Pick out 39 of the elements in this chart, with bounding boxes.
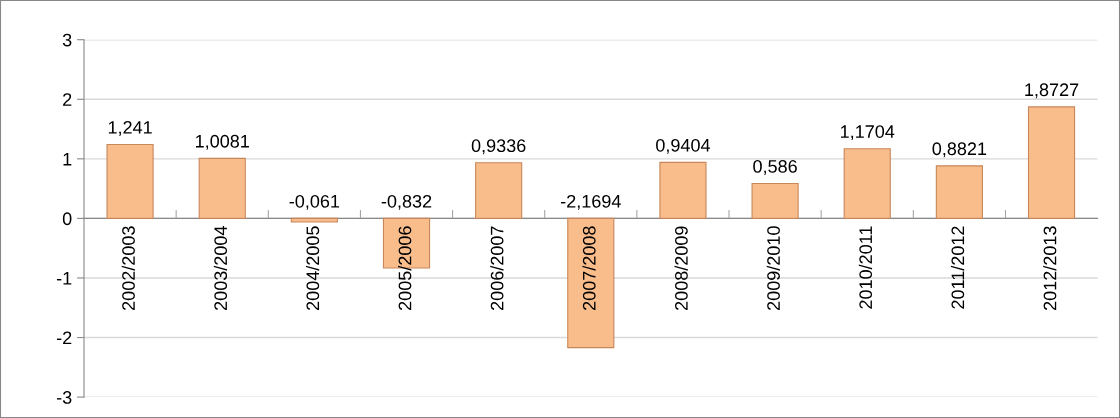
x-tick-label: 2003/2004 <box>213 226 228 310</box>
x-tick-label: 2008/2009 <box>674 226 688 310</box>
data-label: 1,241 <box>108 120 152 136</box>
y-tick-label: 2 <box>63 93 72 106</box>
bar <box>475 162 523 219</box>
data-label: -0,061 <box>289 194 340 210</box>
data-label: -2,1694 <box>560 194 621 210</box>
x-tick-label: 2010/2011 <box>858 226 873 309</box>
y-tick-label: 3 <box>62 33 72 47</box>
bar <box>567 217 615 349</box>
bar <box>106 143 154 219</box>
data-label: 1,1704 <box>841 125 895 141</box>
bar <box>935 165 983 219</box>
data-label: 0,9336 <box>471 139 526 155</box>
bar <box>843 148 891 219</box>
x-tick-label: 2004/2005 <box>305 226 320 310</box>
y-tick-label: -2 <box>56 331 72 345</box>
x-tick-label: 2002/2003 <box>121 226 135 310</box>
bar <box>751 182 799 219</box>
y-tick-label: 1 <box>63 152 72 166</box>
y-tick-label: -1 <box>56 272 72 285</box>
x-tick-label: 2009/2010 <box>766 226 780 310</box>
bar <box>659 161 707 219</box>
data-label: 0,586 <box>753 160 797 175</box>
bar <box>1027 106 1076 219</box>
x-tick-label: 2005/2006 <box>398 226 412 310</box>
x-tick-label: 2012/2013 <box>1043 226 1057 310</box>
data-label: 0,8821 <box>932 142 987 158</box>
bar <box>290 217 338 223</box>
data-label: 1,8727 <box>1025 83 1079 99</box>
y-tick-label: 0 <box>62 212 72 226</box>
y-tick-label: -3 <box>56 391 72 404</box>
bar <box>198 157 246 219</box>
x-tick-label: 2011/2012 <box>950 226 965 309</box>
x-tick-label: 2007/2008 <box>582 226 596 310</box>
data-label: 0,9404 <box>656 138 711 154</box>
x-tick-label: 2006/2007 <box>490 226 504 310</box>
data-label: -0,832 <box>381 194 432 210</box>
data-label: 1,0081 <box>195 134 249 150</box>
